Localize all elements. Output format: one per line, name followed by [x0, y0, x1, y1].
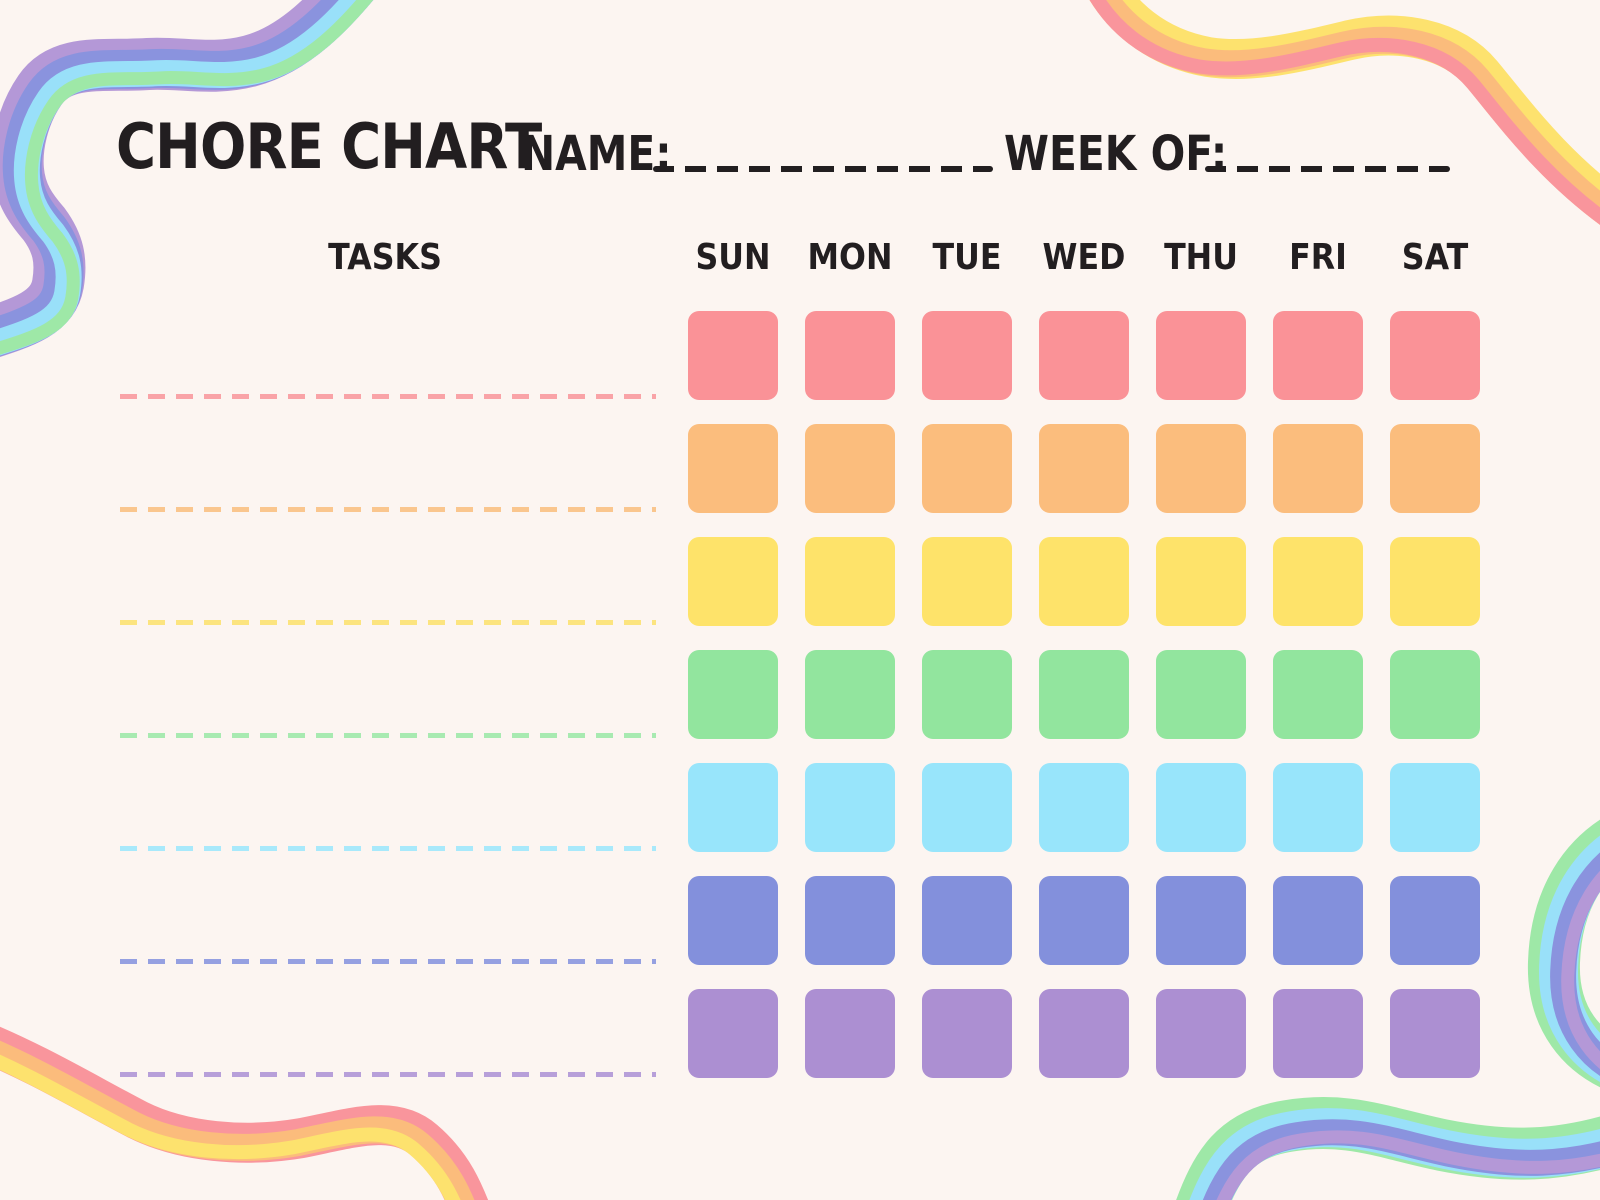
grid-cell-periwinkle-row-wed	[1039, 876, 1129, 965]
ribbon-bottom-left	[0, 1026, 489, 1200]
grid-cell-yellow-row-sun	[688, 537, 778, 626]
grid-cell-orange-row-wed	[1039, 424, 1129, 513]
grid-cell-orange-row-thu	[1156, 424, 1246, 513]
ribbon-top-right	[1089, 0, 1600, 225]
day-header-tue: TUE	[932, 237, 1002, 278]
name-blank-line	[653, 166, 993, 172]
ribbon-bottom-right	[1176, 819, 1600, 1200]
grid-cell-yellow-row-fri	[1273, 537, 1363, 626]
grid-cell-green-row-mon	[805, 650, 895, 739]
grid-cell-orange-row-fri	[1273, 424, 1363, 513]
day-header-thu: THU	[1164, 237, 1238, 278]
grid-cell-yellow-row-thu	[1156, 537, 1246, 626]
task-line-periwinkle-row	[120, 958, 656, 964]
grid-cell-green-row-thu	[1156, 650, 1246, 739]
grid-cell-purple-row-thu	[1156, 989, 1246, 1078]
task-line-orange-row	[120, 506, 656, 512]
ribbon-top-left	[0, 0, 374, 357]
grid-cell-orange-row-tue	[922, 424, 1012, 513]
grid-cell-periwinkle-row-thu	[1156, 876, 1246, 965]
grid-cell-green-row-sat	[1390, 650, 1480, 739]
day-header-wed: WED	[1042, 237, 1126, 278]
grid-cell-purple-row-tue	[922, 989, 1012, 1078]
grid-cell-green-row-sun	[688, 650, 778, 739]
grid-cell-cyan-row-thu	[1156, 763, 1246, 852]
grid-cell-yellow-row-wed	[1039, 537, 1129, 626]
grid-cell-cyan-row-wed	[1039, 763, 1129, 852]
day-header-fri: FRI	[1289, 237, 1347, 278]
grid-cell-red-row-tue	[922, 311, 1012, 400]
ribbon-bottom-right-stripe-purple	[1216, 870, 1600, 1200]
grid-cell-red-row-mon	[805, 311, 895, 400]
grid-cell-cyan-row-sat	[1390, 763, 1480, 852]
grid-cell-purple-row-fri	[1273, 989, 1363, 1078]
grid-cell-orange-row-sun	[688, 424, 778, 513]
grid-cell-red-row-sat	[1390, 311, 1480, 400]
grid-cell-periwinkle-row-fri	[1273, 876, 1363, 965]
grid-cell-orange-row-sat	[1390, 424, 1480, 513]
grid-cell-periwinkle-row-sun	[688, 876, 778, 965]
grid-cell-red-row-thu	[1156, 311, 1246, 400]
grid-cell-yellow-row-mon	[805, 537, 895, 626]
grid-cell-periwinkle-row-sat	[1390, 876, 1480, 965]
task-line-red-row	[120, 393, 656, 399]
task-line-cyan-row	[120, 845, 656, 851]
grid-cell-green-row-fri	[1273, 650, 1363, 739]
grid-cell-red-row-fri	[1273, 311, 1363, 400]
ribbon-bottom-left-stripe-yellow	[0, 1054, 461, 1200]
grid-cell-purple-row-sat	[1390, 989, 1480, 1078]
task-line-green-row	[120, 732, 656, 738]
grid-cell-orange-row-mon	[805, 424, 895, 513]
ribbon-top-right-stripe-pink	[1089, 0, 1600, 225]
week-of-label: WEEK OF:	[1004, 126, 1228, 182]
page-title: CHORE CHART	[116, 110, 542, 183]
grid-cell-cyan-row-mon	[805, 763, 895, 852]
day-header-sat: SAT	[1401, 237, 1469, 278]
week-of-blank-line	[1205, 166, 1450, 172]
grid-cell-yellow-row-tue	[922, 537, 1012, 626]
day-header-mon: MON	[807, 237, 893, 278]
grid-cell-red-row-sun	[688, 311, 778, 400]
name-label: NAME:	[521, 126, 672, 182]
task-line-yellow-row	[120, 619, 656, 625]
ribbon-top-left-stripe-green	[0, 0, 374, 355]
day-header-sun: SUN	[695, 237, 771, 278]
grid-cell-purple-row-sun	[688, 989, 778, 1078]
grid-cell-periwinkle-row-mon	[805, 876, 895, 965]
grid-cell-red-row-wed	[1039, 311, 1129, 400]
grid-cell-green-row-wed	[1039, 650, 1129, 739]
grid-cell-periwinkle-row-tue	[922, 876, 1012, 965]
grid-cell-yellow-row-sat	[1390, 537, 1480, 626]
tasks-column-header: TASKS	[328, 237, 442, 278]
task-line-purple-row	[120, 1071, 656, 1077]
ribbon-bottom-left-stripe-pink	[0, 1026, 489, 1200]
grid-cell-cyan-row-fri	[1273, 763, 1363, 852]
grid-cell-cyan-row-sun	[688, 763, 778, 852]
grid-cell-cyan-row-tue	[922, 763, 1012, 852]
grid-cell-green-row-tue	[922, 650, 1012, 739]
grid-cell-purple-row-mon	[805, 989, 895, 1078]
grid-cell-purple-row-wed	[1039, 989, 1129, 1078]
